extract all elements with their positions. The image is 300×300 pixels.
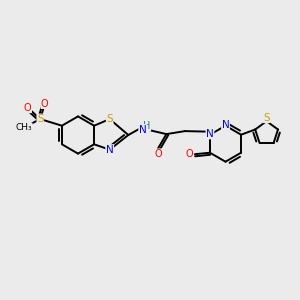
Text: O: O bbox=[24, 103, 32, 113]
Text: O: O bbox=[185, 149, 193, 159]
Text: N: N bbox=[106, 145, 114, 155]
Text: S: S bbox=[106, 114, 113, 124]
Text: N: N bbox=[206, 129, 214, 139]
Text: N: N bbox=[139, 124, 147, 135]
Text: S: S bbox=[37, 114, 44, 124]
Text: S: S bbox=[263, 112, 270, 123]
Text: CH₃: CH₃ bbox=[16, 123, 32, 132]
Text: H: H bbox=[143, 121, 151, 131]
Text: N: N bbox=[222, 120, 230, 130]
Text: O: O bbox=[154, 149, 162, 159]
Text: O: O bbox=[41, 98, 49, 109]
